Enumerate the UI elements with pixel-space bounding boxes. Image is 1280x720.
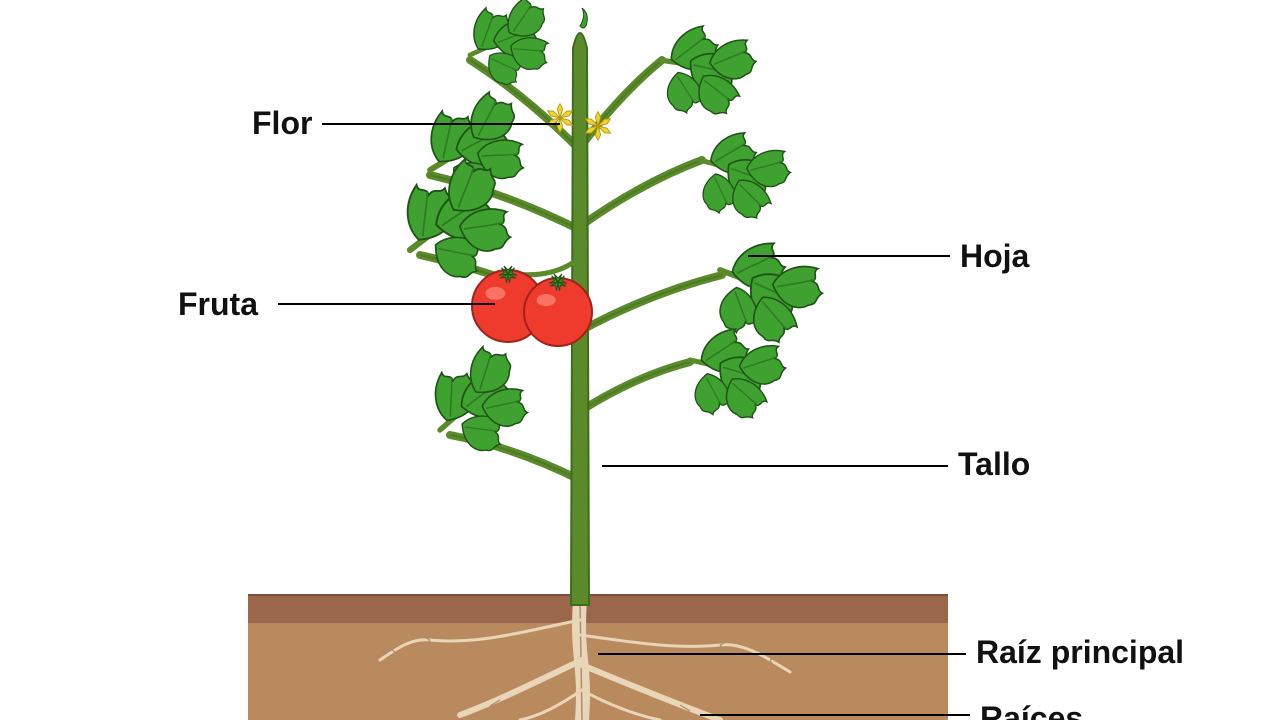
plant-svg: [0, 0, 1280, 720]
label-raizp: Raíz principal: [976, 634, 1184, 671]
label-flor: Flor: [252, 105, 312, 142]
label-fruta: Fruta: [178, 286, 258, 323]
leaves-group: [379, 0, 840, 475]
diagram-canvas: Flor Fruta Hoja Tallo Raíz principal Raíces: [0, 0, 1280, 720]
label-raices: Raíces: [980, 700, 1083, 720]
label-hoja: Hoja: [960, 238, 1029, 275]
label-tallo: Tallo: [958, 446, 1030, 483]
